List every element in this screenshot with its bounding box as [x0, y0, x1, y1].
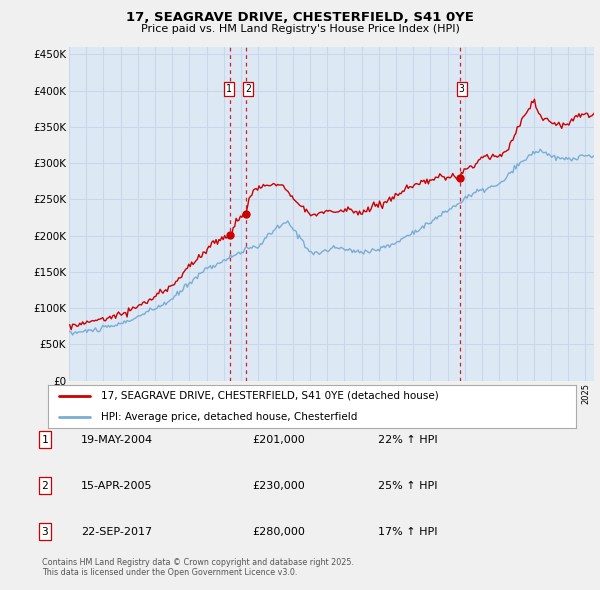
Text: 19-MAY-2004: 19-MAY-2004	[81, 435, 153, 444]
Text: £201,000: £201,000	[252, 435, 305, 444]
Text: 22% ↑ HPI: 22% ↑ HPI	[378, 435, 437, 444]
Text: 15-APR-2005: 15-APR-2005	[81, 481, 152, 490]
Text: Contains HM Land Registry data © Crown copyright and database right 2025.
This d: Contains HM Land Registry data © Crown c…	[42, 558, 354, 577]
Text: 17, SEAGRAVE DRIVE, CHESTERFIELD, S41 0YE: 17, SEAGRAVE DRIVE, CHESTERFIELD, S41 0Y…	[126, 11, 474, 24]
Text: 2: 2	[245, 84, 251, 94]
Text: 1: 1	[226, 84, 232, 94]
Text: 17, SEAGRAVE DRIVE, CHESTERFIELD, S41 0YE (detached house): 17, SEAGRAVE DRIVE, CHESTERFIELD, S41 0Y…	[101, 391, 439, 401]
Text: 3: 3	[458, 84, 464, 94]
Text: £280,000: £280,000	[252, 527, 305, 536]
Text: 2: 2	[41, 481, 49, 490]
Text: HPI: Average price, detached house, Chesterfield: HPI: Average price, detached house, Ches…	[101, 412, 357, 422]
Text: 3: 3	[41, 527, 49, 536]
Text: 25% ↑ HPI: 25% ↑ HPI	[378, 481, 437, 490]
Text: Price paid vs. HM Land Registry's House Price Index (HPI): Price paid vs. HM Land Registry's House …	[140, 24, 460, 34]
Text: 22-SEP-2017: 22-SEP-2017	[81, 527, 152, 536]
Text: £230,000: £230,000	[252, 481, 305, 490]
Text: 17% ↑ HPI: 17% ↑ HPI	[378, 527, 437, 536]
Text: 1: 1	[41, 435, 49, 444]
